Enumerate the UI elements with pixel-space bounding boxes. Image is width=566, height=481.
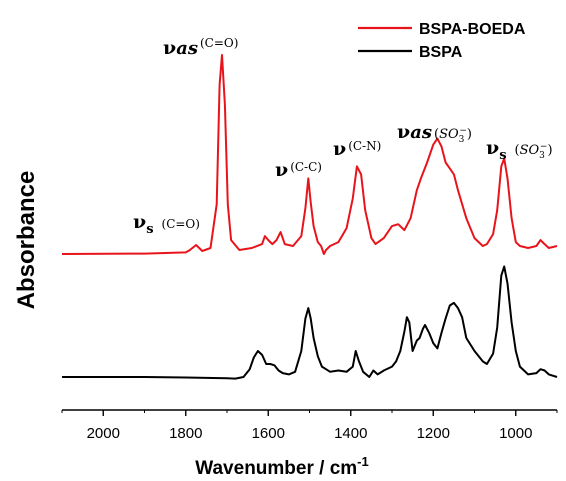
x-axis-title-superscript: -1 (357, 454, 369, 469)
peak-annotation: νas (SO3−) (397, 121, 472, 145)
peak-annotation: ν (C-N) (333, 138, 381, 160)
peak-annotation: νas (C=O) (163, 36, 238, 59)
x-axis-title-text: Wavenumber / cm (195, 458, 357, 479)
peak-annotation: νs (SO3−) (486, 137, 553, 163)
series-line-bspa-boeda (61, 54, 558, 255)
legend-label: BSPA-BOEDA (419, 21, 526, 38)
legend: BSPA-BOEDA BSPA (358, 21, 526, 61)
series-line-bspa (62, 265, 558, 380)
x-tick-label: 1800 (169, 425, 202, 442)
x-tick-label: 1400 (334, 425, 367, 442)
x-tick-label: 2000 (87, 425, 120, 442)
legend-label: BSPA (419, 44, 463, 61)
x-tick-label: 1600 (252, 425, 285, 442)
peak-annotation: νs (C=O) (133, 211, 200, 237)
x-tick-label: 1000 (499, 425, 532, 442)
plot-area (61, 54, 558, 380)
annotations: νs (C=O) νas (C=O) ν (C-C) ν (C-N) νas (SO3−) νs (S… (133, 36, 553, 237)
peak-annotation: ν (C-C) (275, 159, 322, 181)
x-tick-label: 1200 (417, 425, 450, 442)
y-axis-title: Absorbance (13, 171, 40, 310)
x-axis: 2000 1800 1600 1400 1200 1000 (61, 409, 558, 442)
x-axis-title: Wavenumber / cm-1 (195, 454, 368, 479)
